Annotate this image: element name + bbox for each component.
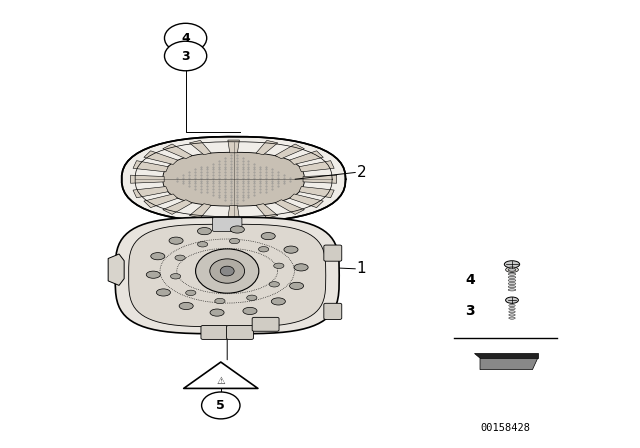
Polygon shape	[163, 152, 305, 206]
Polygon shape	[189, 204, 211, 218]
Ellipse shape	[508, 286, 516, 288]
Text: 2: 2	[356, 165, 367, 180]
Ellipse shape	[229, 238, 239, 244]
Polygon shape	[299, 161, 334, 172]
Polygon shape	[189, 140, 211, 155]
Polygon shape	[131, 175, 164, 183]
Polygon shape	[163, 144, 192, 159]
Polygon shape	[480, 358, 538, 370]
Polygon shape	[474, 353, 538, 358]
Ellipse shape	[170, 274, 180, 279]
Circle shape	[164, 41, 207, 71]
FancyBboxPatch shape	[324, 245, 342, 261]
FancyBboxPatch shape	[324, 303, 342, 319]
Ellipse shape	[156, 289, 170, 296]
Circle shape	[202, 392, 240, 419]
Polygon shape	[115, 217, 339, 334]
Ellipse shape	[215, 298, 225, 304]
Circle shape	[210, 259, 244, 283]
Ellipse shape	[506, 267, 518, 272]
Polygon shape	[299, 186, 334, 198]
Ellipse shape	[243, 307, 257, 314]
Ellipse shape	[147, 271, 161, 278]
Ellipse shape	[284, 246, 298, 253]
Ellipse shape	[504, 261, 520, 268]
Polygon shape	[228, 140, 239, 153]
Circle shape	[220, 266, 234, 276]
Polygon shape	[289, 151, 323, 164]
Ellipse shape	[169, 237, 183, 244]
Text: 3: 3	[465, 304, 476, 319]
Polygon shape	[289, 194, 323, 207]
Ellipse shape	[186, 290, 196, 296]
Ellipse shape	[508, 268, 516, 271]
Polygon shape	[275, 144, 305, 159]
Polygon shape	[228, 206, 239, 218]
Ellipse shape	[151, 253, 165, 260]
Text: 4: 4	[181, 31, 190, 45]
Ellipse shape	[274, 263, 284, 268]
Ellipse shape	[508, 289, 516, 291]
Text: ⚠: ⚠	[216, 376, 225, 386]
Ellipse shape	[197, 228, 211, 235]
Ellipse shape	[509, 314, 515, 316]
FancyBboxPatch shape	[252, 317, 279, 331]
Polygon shape	[129, 224, 326, 327]
Polygon shape	[108, 254, 124, 285]
Circle shape	[196, 249, 259, 293]
Circle shape	[164, 23, 207, 53]
Ellipse shape	[508, 282, 516, 285]
Text: 5: 5	[216, 399, 225, 412]
Polygon shape	[256, 140, 278, 155]
Text: 00158428: 00158428	[481, 423, 531, 433]
Polygon shape	[144, 194, 178, 207]
Ellipse shape	[508, 273, 516, 275]
Ellipse shape	[289, 282, 303, 289]
Ellipse shape	[506, 297, 518, 303]
Polygon shape	[184, 362, 258, 388]
Text: 1: 1	[356, 261, 367, 276]
Ellipse shape	[269, 282, 280, 287]
Ellipse shape	[509, 307, 515, 310]
Text: 4: 4	[465, 273, 476, 287]
FancyBboxPatch shape	[212, 218, 242, 232]
Polygon shape	[133, 161, 168, 172]
Ellipse shape	[179, 302, 193, 310]
Ellipse shape	[509, 317, 515, 319]
Polygon shape	[122, 137, 346, 222]
Polygon shape	[133, 186, 168, 198]
Ellipse shape	[198, 241, 208, 247]
Ellipse shape	[508, 276, 516, 279]
FancyBboxPatch shape	[227, 326, 253, 340]
Ellipse shape	[259, 246, 269, 252]
Ellipse shape	[271, 298, 285, 305]
Text: 3: 3	[181, 49, 190, 63]
Polygon shape	[303, 175, 337, 183]
Ellipse shape	[261, 233, 275, 240]
Polygon shape	[144, 151, 178, 164]
Ellipse shape	[508, 280, 516, 282]
Ellipse shape	[246, 295, 257, 301]
Ellipse shape	[509, 305, 515, 306]
Polygon shape	[163, 200, 192, 215]
Polygon shape	[275, 200, 305, 215]
Ellipse shape	[294, 264, 308, 271]
Ellipse shape	[509, 311, 515, 313]
Ellipse shape	[210, 309, 224, 316]
Polygon shape	[256, 204, 278, 218]
FancyBboxPatch shape	[201, 326, 228, 340]
Ellipse shape	[230, 226, 244, 233]
Ellipse shape	[175, 255, 185, 260]
